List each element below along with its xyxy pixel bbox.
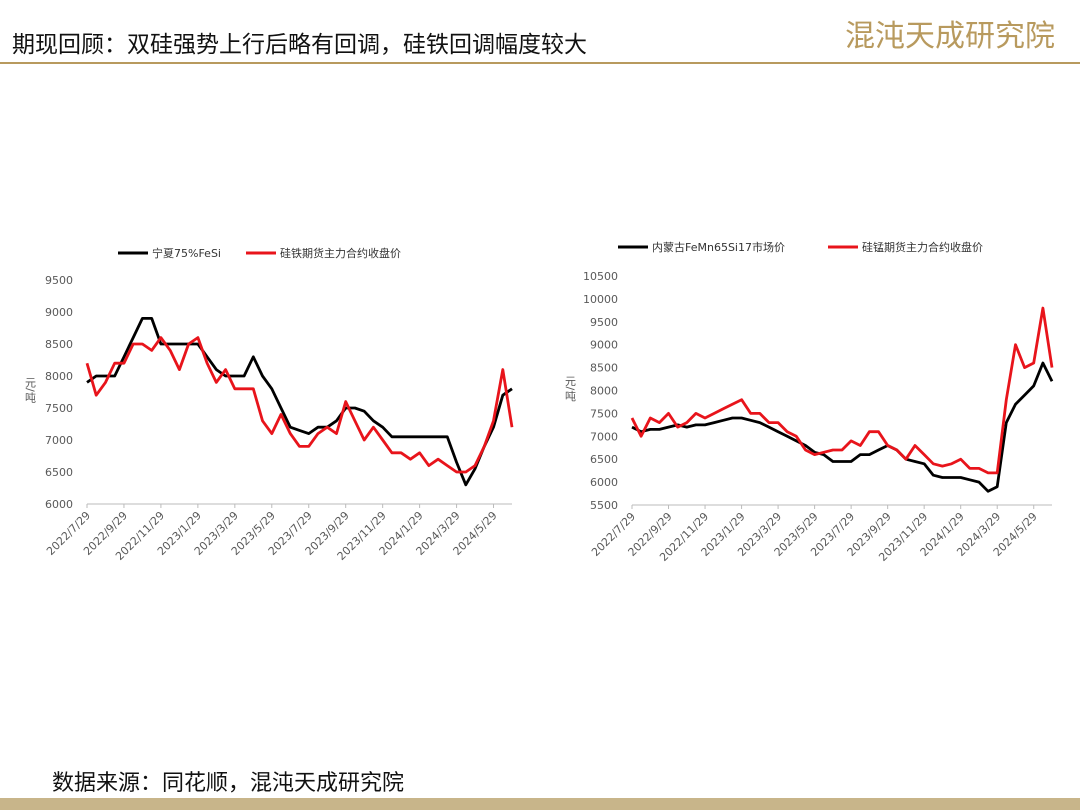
y-tick-label: 5500	[590, 499, 618, 512]
legend-label: 硅铁期货主力合约收盘价	[280, 246, 401, 260]
series-line	[631, 361, 1054, 493]
series-line	[85, 336, 514, 474]
legend-label: 硅锰期货主力合约收盘价	[862, 240, 983, 254]
y-tick-label: 8500	[590, 362, 618, 375]
source: 数据来源：同花顺，混沌天成研究院	[52, 771, 404, 796]
y-tick-label: 9500	[590, 316, 618, 329]
legend-label: 宁夏75%FeSi	[152, 246, 221, 260]
series-line	[630, 306, 1054, 475]
y-tick-label: 10500	[583, 270, 618, 283]
y-tick-label: 8500	[45, 338, 73, 351]
y-axis-label: 元/吨	[24, 377, 37, 403]
y-tick-label: 7000	[45, 434, 73, 447]
series-line	[86, 316, 513, 487]
y-axis-label: 元/吨	[564, 376, 577, 402]
y-tick-label: 10000	[583, 293, 618, 306]
y-tick-label: 8000	[45, 370, 73, 383]
y-tick-label: 9500	[45, 274, 73, 287]
y-tick-label: 6500	[590, 453, 618, 466]
slide-title: 期现回顾：双硅强势上行后略有回调，硅铁回调幅度较大	[12, 32, 587, 58]
logo: 混沌天成研究院	[845, 19, 1055, 54]
y-tick-label: 8000	[590, 385, 618, 398]
y-tick-label: 6000	[590, 476, 618, 489]
y-tick-label: 6500	[45, 466, 73, 479]
y-tick-label: 6000	[45, 498, 73, 511]
footer-bar	[0, 798, 1080, 810]
y-tick-label: 7500	[590, 407, 618, 420]
y-tick-label: 7500	[45, 402, 73, 415]
y-tick-label: 9000	[45, 306, 73, 319]
y-tick-label: 9000	[590, 339, 618, 352]
y-tick-label: 7000	[590, 430, 618, 443]
legend-label: 内蒙古FeMn65Si17市场价	[652, 240, 785, 254]
